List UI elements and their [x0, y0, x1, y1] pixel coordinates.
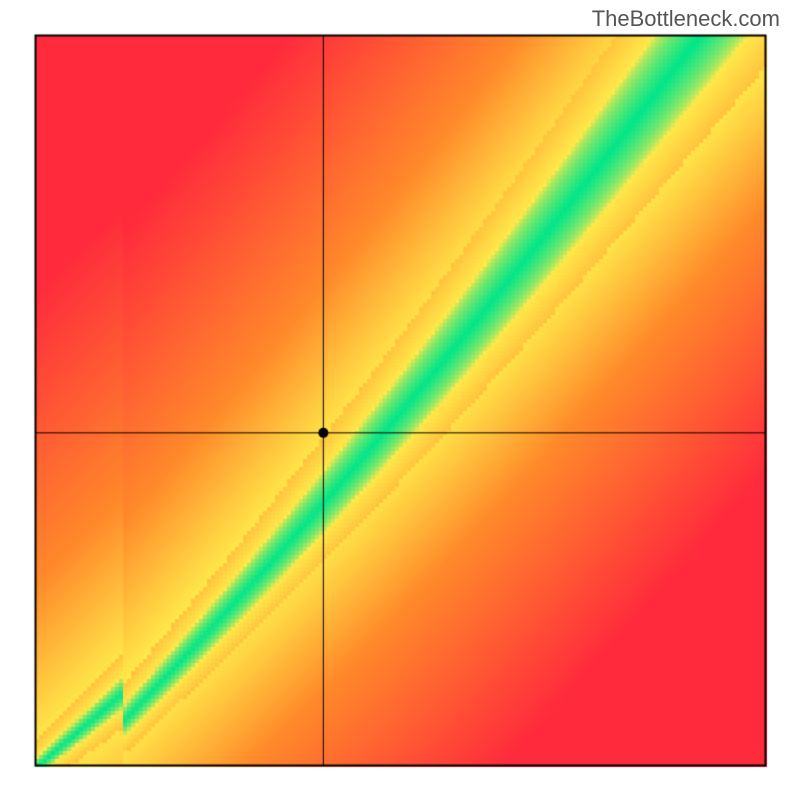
watermark-text: TheBottleneck.com: [592, 6, 780, 32]
heatmap-canvas: [0, 0, 800, 800]
chart-container: TheBottleneck.com: [0, 0, 800, 800]
